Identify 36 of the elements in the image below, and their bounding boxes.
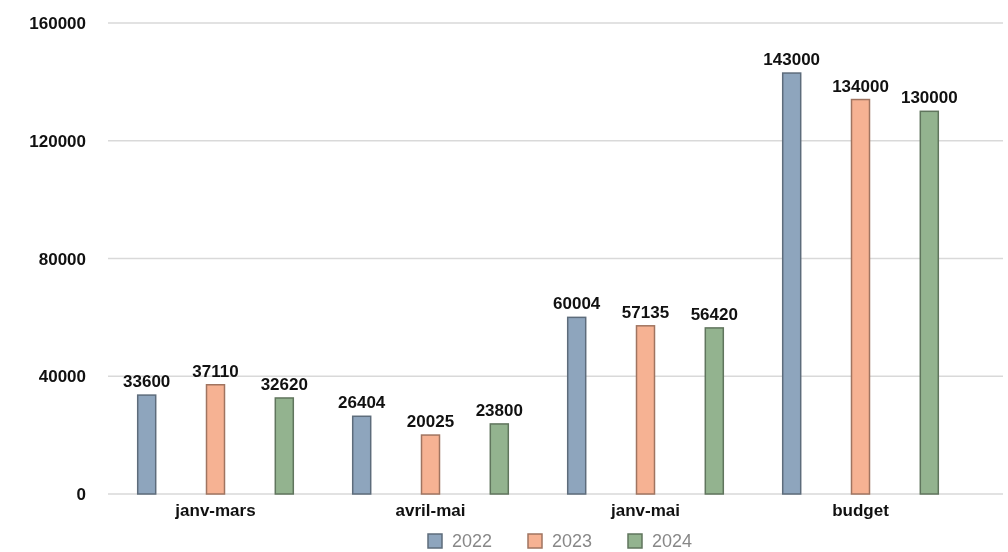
legend-label: 2022: [452, 531, 493, 551]
x-tick-label: janv-mars: [174, 501, 256, 520]
bar: [274, 397, 295, 495]
y-tick-label: 120000: [29, 131, 86, 151]
data-label: 143000: [763, 50, 821, 70]
data-label: 33600: [123, 372, 171, 392]
data-label: 56420: [690, 304, 738, 324]
bar: [635, 325, 656, 495]
bar: [351, 415, 372, 495]
data-label: 26404: [338, 393, 386, 413]
data-label: 60004: [553, 294, 601, 314]
bar: [420, 434, 441, 495]
y-tick-label: 40000: [38, 367, 86, 387]
x-tick-label: budget: [832, 501, 890, 520]
legend-label: 2024: [652, 531, 693, 551]
bar: [489, 423, 510, 495]
data-label: 57135: [621, 302, 670, 322]
data-label: 23800: [475, 400, 523, 420]
data-label: 130000: [900, 88, 958, 108]
bar: [136, 394, 157, 495]
y-tick-label: 0: [76, 485, 86, 504]
data-label: 32620: [260, 374, 308, 394]
bar: [919, 110, 940, 495]
y-tick-label: 160000: [29, 14, 86, 33]
y-tick-label: 80000: [38, 249, 86, 269]
data-label: 20025: [406, 412, 455, 432]
data-label: 37110: [192, 361, 239, 381]
bar: [781, 72, 802, 495]
bar: [566, 316, 587, 495]
bar: [850, 98, 871, 495]
bar: [205, 384, 226, 495]
legend-label: 2023: [552, 531, 593, 551]
bar: [704, 327, 725, 495]
x-tick-label: avril-mai: [395, 501, 466, 520]
data-label: 134000: [832, 76, 889, 96]
x-tick-label: janv-mai: [610, 501, 680, 520]
